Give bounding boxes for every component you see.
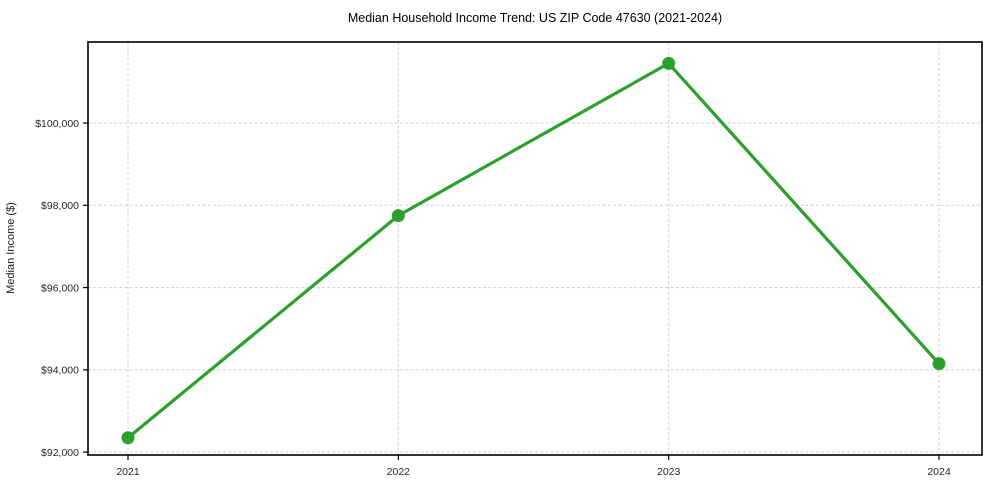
data-point bbox=[662, 56, 676, 70]
y-tick-label: $98,000 bbox=[41, 200, 79, 212]
trend-line bbox=[126, 61, 941, 440]
x-tick-label: 2024 bbox=[927, 466, 951, 478]
data-point bbox=[391, 209, 405, 223]
y-tick-label: $100,000 bbox=[35, 118, 79, 130]
y-tick-label: $92,000 bbox=[41, 447, 79, 459]
chart-layers: $92,000 $94,000 $96,000 $98,000 $100,000 2021… bbox=[35, 41, 983, 478]
x-tick-label: 2023 bbox=[657, 466, 681, 478]
y-tick-label: $94,000 bbox=[41, 365, 79, 377]
x-tick-label: 2022 bbox=[387, 466, 411, 478]
data-point bbox=[932, 357, 946, 371]
y-axis-label: Median Income ($) bbox=[5, 202, 17, 294]
chart-title: Median Household Income Trend: US ZIP Co… bbox=[348, 11, 722, 25]
y-tick-label: $96,000 bbox=[41, 282, 79, 294]
plot-frame bbox=[87, 41, 983, 456]
data-point bbox=[121, 431, 135, 445]
x-tick-label: 2021 bbox=[116, 466, 140, 478]
